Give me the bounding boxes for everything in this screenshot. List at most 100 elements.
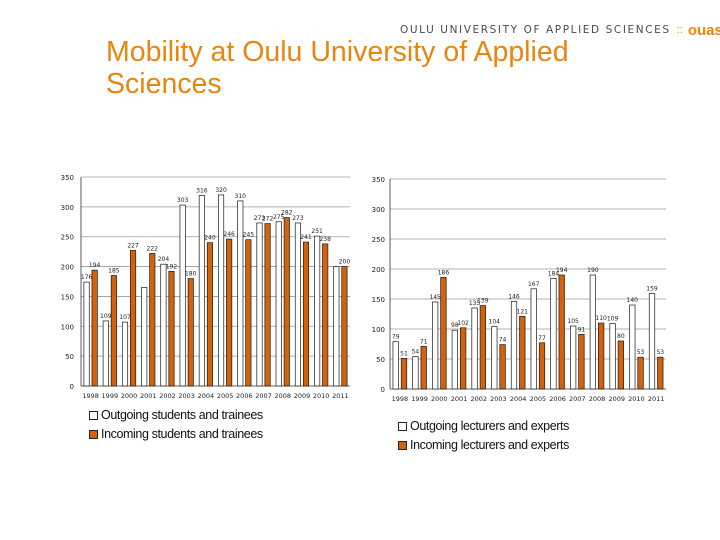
data-label: 79 bbox=[392, 334, 400, 341]
bar-outgoing bbox=[471, 307, 478, 390]
data-label: 98 bbox=[451, 322, 459, 329]
data-label: 53 bbox=[637, 349, 645, 356]
data-label: 102 bbox=[457, 320, 469, 327]
students-mobility-chart: 0 50 100 150 200 250 300 350 1998 176 194 1999 109 18… bbox=[61, 174, 351, 400]
data-label: 186 bbox=[438, 269, 450, 276]
data-label: 135 bbox=[469, 300, 481, 307]
x-tick-label: 2005 bbox=[530, 395, 547, 403]
data-label: 77 bbox=[538, 335, 546, 342]
data-label: 245 bbox=[243, 232, 255, 239]
outgoing-swatch bbox=[398, 421, 407, 431]
data-label: 272 bbox=[262, 216, 274, 223]
bar-incoming bbox=[657, 356, 664, 390]
bar-outgoing bbox=[333, 266, 340, 387]
data-label: 275 bbox=[273, 214, 285, 221]
incoming-swatch bbox=[89, 429, 98, 439]
data-label: 146 bbox=[508, 293, 520, 300]
brand-header: OULU UNIVERSITY OF APPLIED SCIENCES :: o… bbox=[400, 19, 720, 41]
y-tick-label: 300 bbox=[372, 206, 385, 214]
bar-incoming bbox=[460, 327, 467, 390]
bar-outgoing bbox=[510, 301, 518, 390]
legend-item-outgoing-students: Outgoing students and trainees bbox=[89, 408, 263, 422]
bar-incoming bbox=[598, 322, 605, 390]
data-label: 251 bbox=[311, 228, 323, 235]
bar-outgoing bbox=[198, 195, 205, 387]
bar-outgoing bbox=[392, 341, 399, 390]
legend-label: Outgoing lecturers and experts bbox=[410, 419, 569, 433]
bar-outgoing bbox=[256, 222, 263, 387]
ouas-logo: ouas.fi bbox=[687, 21, 720, 39]
bar-incoming bbox=[617, 340, 624, 390]
bar-incoming bbox=[538, 342, 546, 390]
y-tick-label: 150 bbox=[372, 296, 385, 304]
y-tick-label: 250 bbox=[372, 236, 385, 244]
x-tick-label: 2001 bbox=[140, 392, 157, 400]
y-tick-label: 300 bbox=[61, 204, 74, 212]
bar-outgoing bbox=[629, 304, 636, 390]
legend-label: Incoming students and trainees bbox=[101, 427, 263, 441]
x-tick-label: 2003 bbox=[178, 392, 195, 400]
bar-incoming bbox=[302, 241, 310, 387]
y-tick-label: 100 bbox=[61, 323, 74, 331]
y-tick-label: 150 bbox=[61, 293, 74, 301]
bar-outgoing bbox=[609, 323, 616, 390]
bar-incoming bbox=[499, 344, 506, 390]
legend-label: Outgoing students and trainees bbox=[101, 408, 263, 422]
data-label: 159 bbox=[646, 286, 658, 293]
bar-outgoing bbox=[491, 326, 498, 390]
bar-incoming bbox=[245, 239, 252, 387]
bar-outgoing bbox=[432, 301, 439, 390]
x-tick-label: 2006 bbox=[549, 395, 566, 403]
bar-incoming bbox=[558, 274, 565, 390]
data-label: 273 bbox=[292, 215, 304, 222]
x-tick-label: 2007 bbox=[255, 392, 272, 400]
bar-incoming bbox=[637, 356, 644, 390]
y-tick-label: 100 bbox=[372, 326, 385, 334]
bar-outgoing bbox=[237, 200, 244, 387]
slide-title: Mobility at Oulu University of Applied S… bbox=[106, 36, 569, 100]
data-label: 140 bbox=[627, 297, 639, 304]
bar-outgoing bbox=[570, 325, 577, 390]
bar-incoming bbox=[440, 277, 447, 390]
x-tick-label: 1998 bbox=[392, 395, 409, 403]
x-tick-label: 2010 bbox=[313, 392, 330, 400]
bar-incoming bbox=[283, 217, 290, 387]
bar-incoming bbox=[479, 305, 486, 390]
bar-outgoing bbox=[121, 321, 129, 387]
bar-incoming bbox=[341, 266, 348, 387]
legend-item-outgoing-staff: Outgoing lecturers and experts bbox=[398, 419, 569, 433]
bar-incoming bbox=[149, 253, 156, 387]
bar-outgoing bbox=[179, 204, 186, 387]
bar-outgoing bbox=[102, 320, 109, 387]
bar-incoming bbox=[206, 242, 213, 387]
data-label: 192 bbox=[166, 263, 178, 270]
bar-incoming bbox=[110, 275, 117, 387]
data-label: 194 bbox=[556, 267, 568, 274]
x-tick-label: 2000 bbox=[121, 392, 138, 400]
y-tick-label: 350 bbox=[61, 174, 74, 182]
data-label: 194 bbox=[89, 262, 101, 269]
bar-incoming bbox=[420, 346, 427, 390]
data-label: 184 bbox=[548, 271, 560, 278]
data-label: 316 bbox=[196, 188, 208, 195]
bar-incoming bbox=[168, 270, 175, 387]
y-tick-label: 0 bbox=[381, 386, 385, 394]
x-tick-label: 1999 bbox=[411, 395, 428, 403]
data-label: 51 bbox=[400, 350, 408, 357]
x-tick-label: 2007 bbox=[569, 395, 586, 403]
x-tick-label: 2005 bbox=[217, 392, 234, 400]
data-label: 109 bbox=[607, 316, 619, 323]
x-tick-label: 2011 bbox=[648, 395, 665, 403]
data-label: 303 bbox=[177, 197, 189, 204]
x-tick-label: 2000 bbox=[431, 395, 448, 403]
x-tick-label: 1998 bbox=[82, 392, 99, 400]
bar-outgoing bbox=[530, 288, 537, 390]
y-tick-label: 350 bbox=[372, 176, 385, 184]
data-label: 227 bbox=[127, 242, 139, 249]
bar-outgoing bbox=[412, 356, 419, 390]
bar-outgoing bbox=[275, 221, 282, 387]
data-label: 200 bbox=[339, 259, 351, 266]
bar-outgoing bbox=[141, 287, 148, 387]
data-label: 185 bbox=[108, 268, 120, 275]
staff-chart-legend: Outgoing lecturers and experts Incoming … bbox=[398, 419, 569, 452]
